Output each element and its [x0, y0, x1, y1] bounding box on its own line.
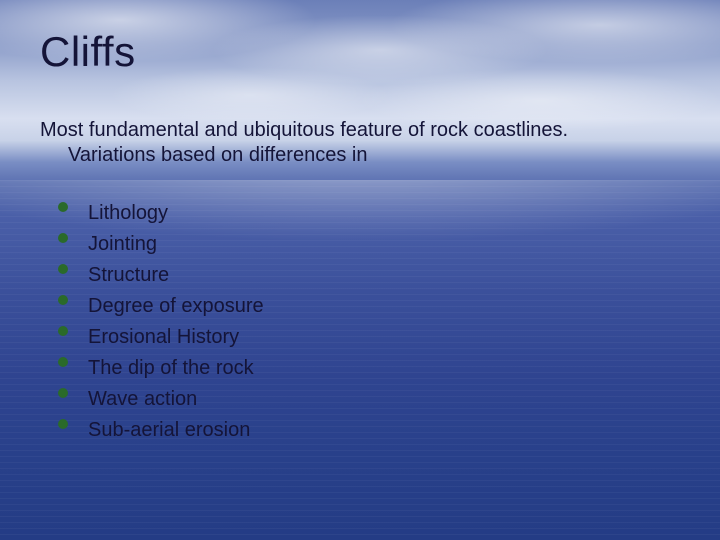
list-item: Sub-aerial erosion — [58, 415, 680, 446]
slide-title: Cliffs — [40, 28, 680, 76]
list-item-label: Sub-aerial erosion — [88, 419, 250, 441]
bullet-dot-icon — [58, 295, 68, 305]
bullet-list: Lithology Jointing Structure Degree of e… — [40, 198, 680, 446]
bullet-dot-icon — [58, 264, 68, 274]
list-item-label: Degree of exposure — [88, 295, 264, 317]
intro-line-2: Variations based on differences in — [40, 143, 680, 168]
bullet-dot-icon — [58, 233, 68, 243]
bullet-dot-icon — [58, 357, 68, 367]
list-item-label: Erosional History — [88, 326, 239, 348]
list-item: Lithology — [58, 198, 680, 229]
bullet-dot-icon — [58, 388, 68, 398]
list-item: Erosional History — [58, 322, 680, 353]
intro-text: Most fundamental and ubiquitous feature … — [40, 118, 680, 168]
list-item: Degree of exposure — [58, 291, 680, 322]
bullet-dot-icon — [58, 326, 68, 336]
list-item-label: Wave action — [88, 388, 197, 410]
slide: Cliffs Most fundamental and ubiquitous f… — [0, 0, 720, 540]
intro-line-1: Most fundamental and ubiquitous feature … — [40, 119, 568, 141]
list-item-label: Structure — [88, 264, 169, 286]
list-item: The dip of the rock — [58, 353, 680, 384]
list-item-label: Lithology — [88, 202, 168, 224]
list-item: Structure — [58, 260, 680, 291]
bullet-dot-icon — [58, 419, 68, 429]
list-item: Jointing — [58, 229, 680, 260]
list-item-label: The dip of the rock — [88, 357, 254, 379]
list-item: Wave action — [58, 384, 680, 415]
bullet-dot-icon — [58, 202, 68, 212]
list-item-label: Jointing — [88, 233, 157, 255]
